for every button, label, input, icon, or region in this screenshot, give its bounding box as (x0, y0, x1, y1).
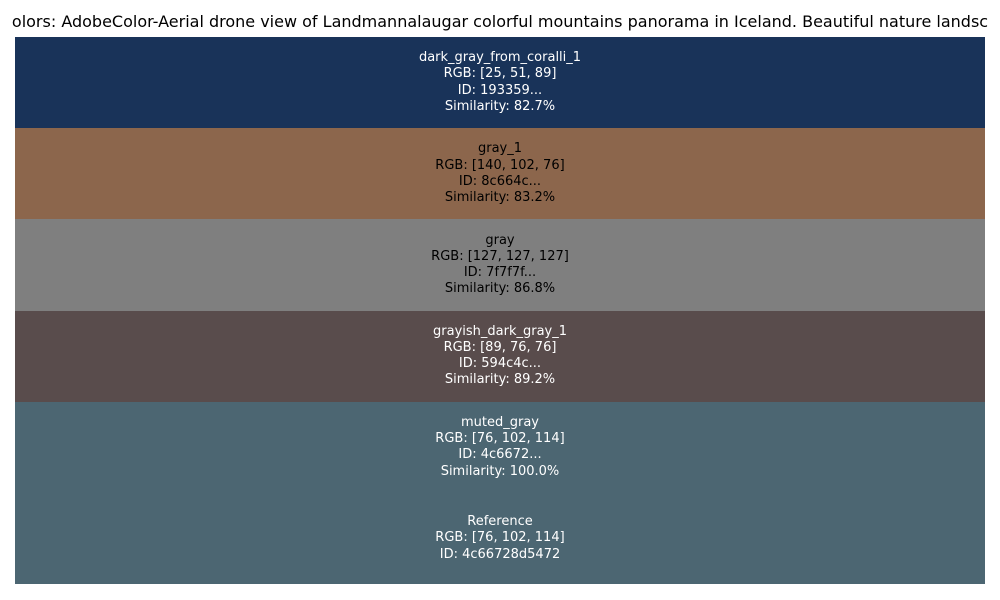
swatch-label-line: ID: 4c66728d5472 (439, 546, 561, 562)
swatch-label-line: grayish_dark_gray_1 (433, 323, 567, 339)
swatch-label-line: Similarity: 100.0% (440, 463, 560, 479)
swatch-label-line: Similarity: 83.2% (444, 189, 556, 205)
color-swatch: gray_1 RGB: [140, 102, 76] ID: 8c664c... Si… (15, 128, 985, 220)
swatch-label-line: RGB: [76, 102, 114] (435, 431, 565, 447)
swatch-label-line: Similarity: 86.8% (444, 281, 556, 297)
swatch-label-line: RGB: [89, 76, 76] (443, 339, 557, 355)
swatch-label-line: ID: 594c4c... (458, 356, 542, 372)
swatch-stack: dark_gray_from_coralli_1 RGB: [25, 51, 89… (15, 37, 985, 585)
swatch-label-line: gray_1 (477, 141, 523, 157)
swatch-label-line: dark_gray_from_coralli_1 (418, 50, 582, 66)
swatch-label-line: ID: 7f7f7f... (463, 264, 537, 280)
swatch-label-line: ID: 193359... (457, 82, 543, 98)
color-swatch: muted_gray RGB: [76, 102, 114] ID: 4c6672.… (15, 401, 985, 493)
swatch-label-line: ID: 8c664c... (458, 173, 542, 189)
swatch-label-line: Similarity: 89.2% (444, 372, 556, 388)
swatch-label-line: ID: 4c6672... (458, 447, 542, 463)
swatch-label-line: Similarity: 82.7% (444, 98, 556, 114)
swatch-label-line: gray (485, 232, 515, 248)
swatch-label-line: RGB: [76, 102, 114] (435, 530, 565, 546)
color-swatch: dark_gray_from_coralli_1 RGB: [25, 51, 89… (15, 37, 985, 129)
swatch-label-line: RGB: [127, 127, 127] (431, 248, 569, 264)
reference-swatch: Reference RGB: [76, 102, 114] ID: 4c66728d… (15, 492, 985, 585)
swatch-label-line: Reference (467, 514, 533, 530)
color-swatch: gray RGB: [127, 127, 127] ID: 7f7f7f... Sim… (15, 219, 985, 311)
color-swatch: grayish_dark_gray_1 RGB: [89, 76, 76] ID: … (15, 310, 985, 402)
swatch-label-line: RGB: [140, 102, 76] (435, 157, 565, 173)
swatch-label-line: muted_gray (460, 414, 539, 430)
figure-title: olors: AdobeColor-Aerial drone view of L… (11, 12, 989, 31)
swatch-label-line: RGB: [25, 51, 89] (443, 66, 557, 82)
